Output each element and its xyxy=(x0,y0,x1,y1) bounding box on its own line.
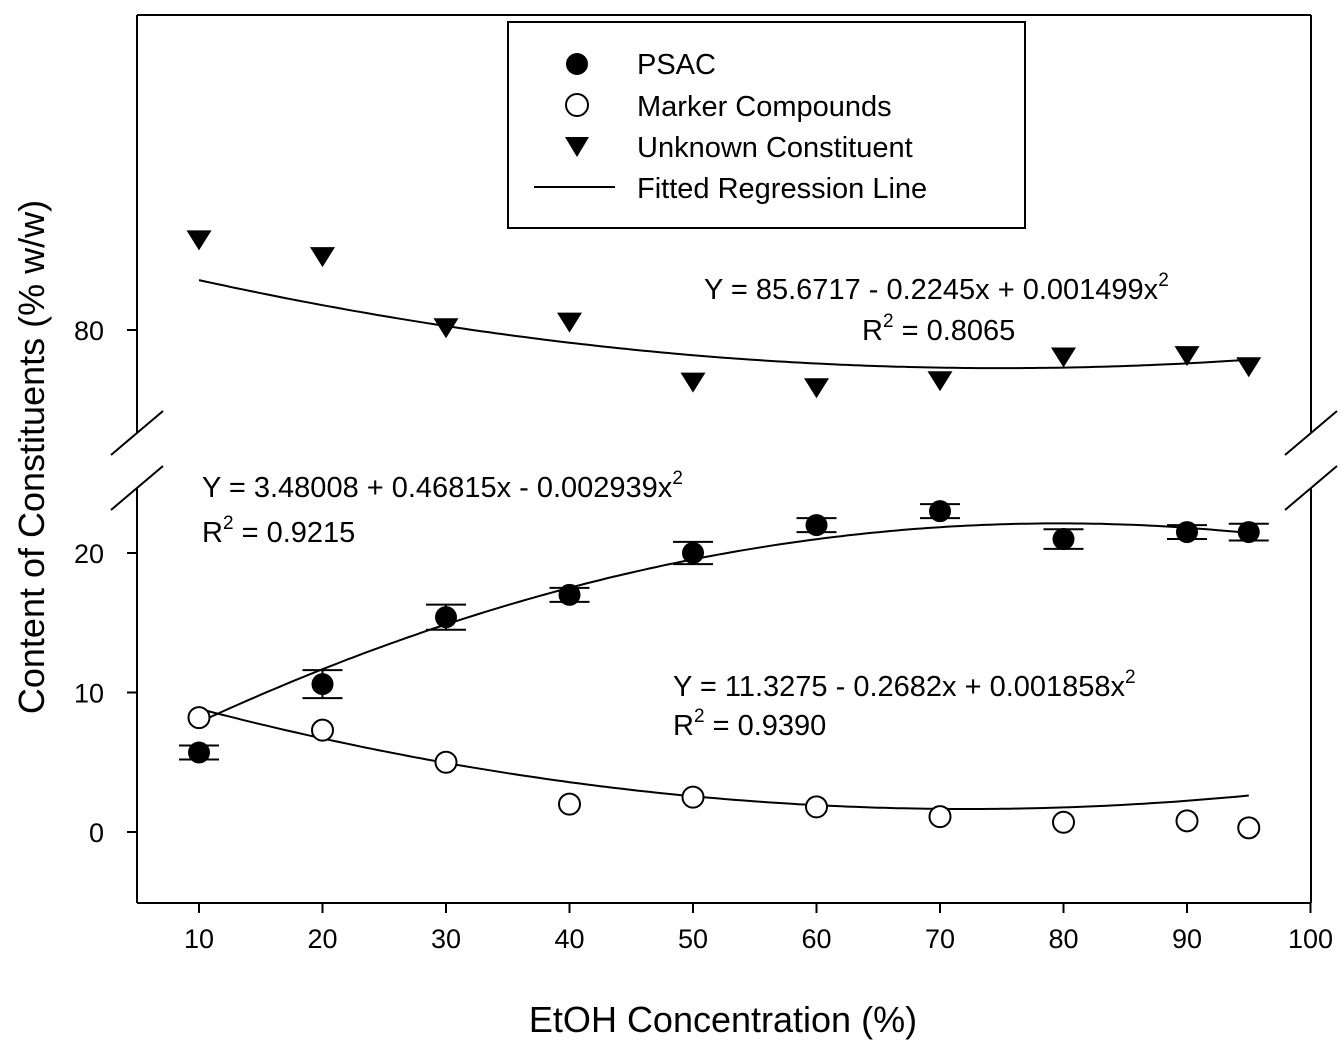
psac-equation: Y = 3.48008 + 0.46815x - 0.002939x2 R2 =… xyxy=(202,468,683,549)
psac-point xyxy=(311,673,334,696)
marker-compounds-point xyxy=(681,785,705,809)
regression-lines xyxy=(198,279,1249,810)
psac-point xyxy=(558,583,581,606)
x-tick-label: 10 xyxy=(184,924,214,954)
y-axis-title: Content of Constituents (% w/w) xyxy=(11,200,52,714)
unknown-constituent-point xyxy=(1174,346,1200,367)
psac-point xyxy=(1176,521,1198,544)
x-tick-label: 20 xyxy=(307,924,337,954)
marker-compounds-point xyxy=(187,706,211,730)
marker-compounds-point xyxy=(1052,810,1075,834)
x-tick-label: 30 xyxy=(431,924,461,954)
marker-compounds-point xyxy=(434,750,458,774)
legend: PSAC Marker Compounds Unknown Constituen… xyxy=(507,21,1026,229)
unknown-constituent-point xyxy=(1051,347,1076,368)
unknown-constituent-point xyxy=(927,371,953,392)
marker-compounds-equation-text: Y = 11.3275 - 0.2682x + 0.001858x2 xyxy=(673,667,1136,703)
x-axis-title: EtOH Concentration (%) xyxy=(529,999,917,1040)
psac-point xyxy=(435,606,457,629)
x-tick-label: 90 xyxy=(1172,924,1202,954)
axis-break-mark xyxy=(1284,465,1338,511)
legend-unknown-label: Unknown Constituent xyxy=(637,132,913,164)
unknown-constituent-point xyxy=(557,312,582,333)
unknown-constituent-point xyxy=(804,378,829,399)
marker-compounds-equation: Y = 11.3275 - 0.2682x + 0.001858x2 R2 = … xyxy=(673,667,1136,742)
marker-compounds-r2-text: R2 = 0.9390 xyxy=(673,706,826,742)
plot-frame xyxy=(136,14,1312,904)
marker-compounds-point xyxy=(928,805,952,829)
unknown-constituent-point xyxy=(433,318,459,339)
unknown-equation: Y = 85.6717 - 0.2245x + 0.001499x2 R2 = … xyxy=(704,270,1169,347)
legend-psac-marker xyxy=(566,53,588,75)
data-points xyxy=(186,230,1262,840)
legend-fit-label: Fitted Regression Line xyxy=(637,173,927,205)
y-tick-label: 0 xyxy=(89,818,104,848)
unknown-equation-text: Y = 85.6717 - 0.2245x + 0.001499x2 xyxy=(704,270,1169,306)
x-tick-label: 40 xyxy=(554,924,584,954)
psac-point xyxy=(805,514,828,537)
unknown-constituent-point xyxy=(680,372,706,393)
legend-marker-compounds-label: Marker Compounds xyxy=(637,91,892,123)
psac-point xyxy=(1237,521,1260,544)
axis-break-mark xyxy=(110,465,164,511)
axis-ticks: 10 20 30 40 50 60 70 80 90 100 0 10 20 80 xyxy=(74,316,1333,954)
y-tick-label: 80 xyxy=(74,316,104,346)
marker-compounds-point xyxy=(1175,809,1199,833)
unknown-constituent-point xyxy=(1236,357,1262,378)
marker-compounds-point xyxy=(1237,816,1261,840)
x-tick-label: 60 xyxy=(801,924,831,954)
psac-point xyxy=(682,542,704,564)
axis-break-marks xyxy=(110,410,1338,511)
marker-compounds-point xyxy=(805,795,828,819)
x-tick-label: 100 xyxy=(1288,924,1333,954)
x-tick-label: 50 xyxy=(678,924,708,954)
y-tick-label: 10 xyxy=(74,679,104,709)
y-tick-label: 20 xyxy=(74,539,104,569)
x-tick-label: 80 xyxy=(1048,924,1078,954)
legend-marker-compounds-marker xyxy=(565,93,589,117)
unknown-constituent-point xyxy=(310,247,335,268)
marker-compounds-point xyxy=(311,718,334,742)
axis-break-mark xyxy=(110,410,164,456)
legend-psac-label: PSAC xyxy=(637,49,716,81)
unknown-constituent-point xyxy=(186,230,212,251)
psac-point xyxy=(929,500,951,523)
psac-point xyxy=(188,741,210,764)
unknown-r2-text: R2 = 0.8065 xyxy=(862,311,1015,347)
psac-point xyxy=(1052,528,1075,551)
x-tick-label: 70 xyxy=(925,924,955,954)
psac-equation-text: Y = 3.48008 + 0.46815x - 0.002939x2 xyxy=(202,468,683,504)
legend-box xyxy=(507,21,1026,229)
psac-r2-text: R2 = 0.9215 xyxy=(202,513,355,549)
legend-unknown-marker xyxy=(565,137,589,157)
marker-compounds-point xyxy=(558,792,581,816)
psac-fit-line xyxy=(198,522,1249,724)
unknown-fit-line xyxy=(198,279,1249,370)
axis-break-mark xyxy=(1284,410,1338,456)
marker-compounds-fit-line xyxy=(198,707,1249,810)
